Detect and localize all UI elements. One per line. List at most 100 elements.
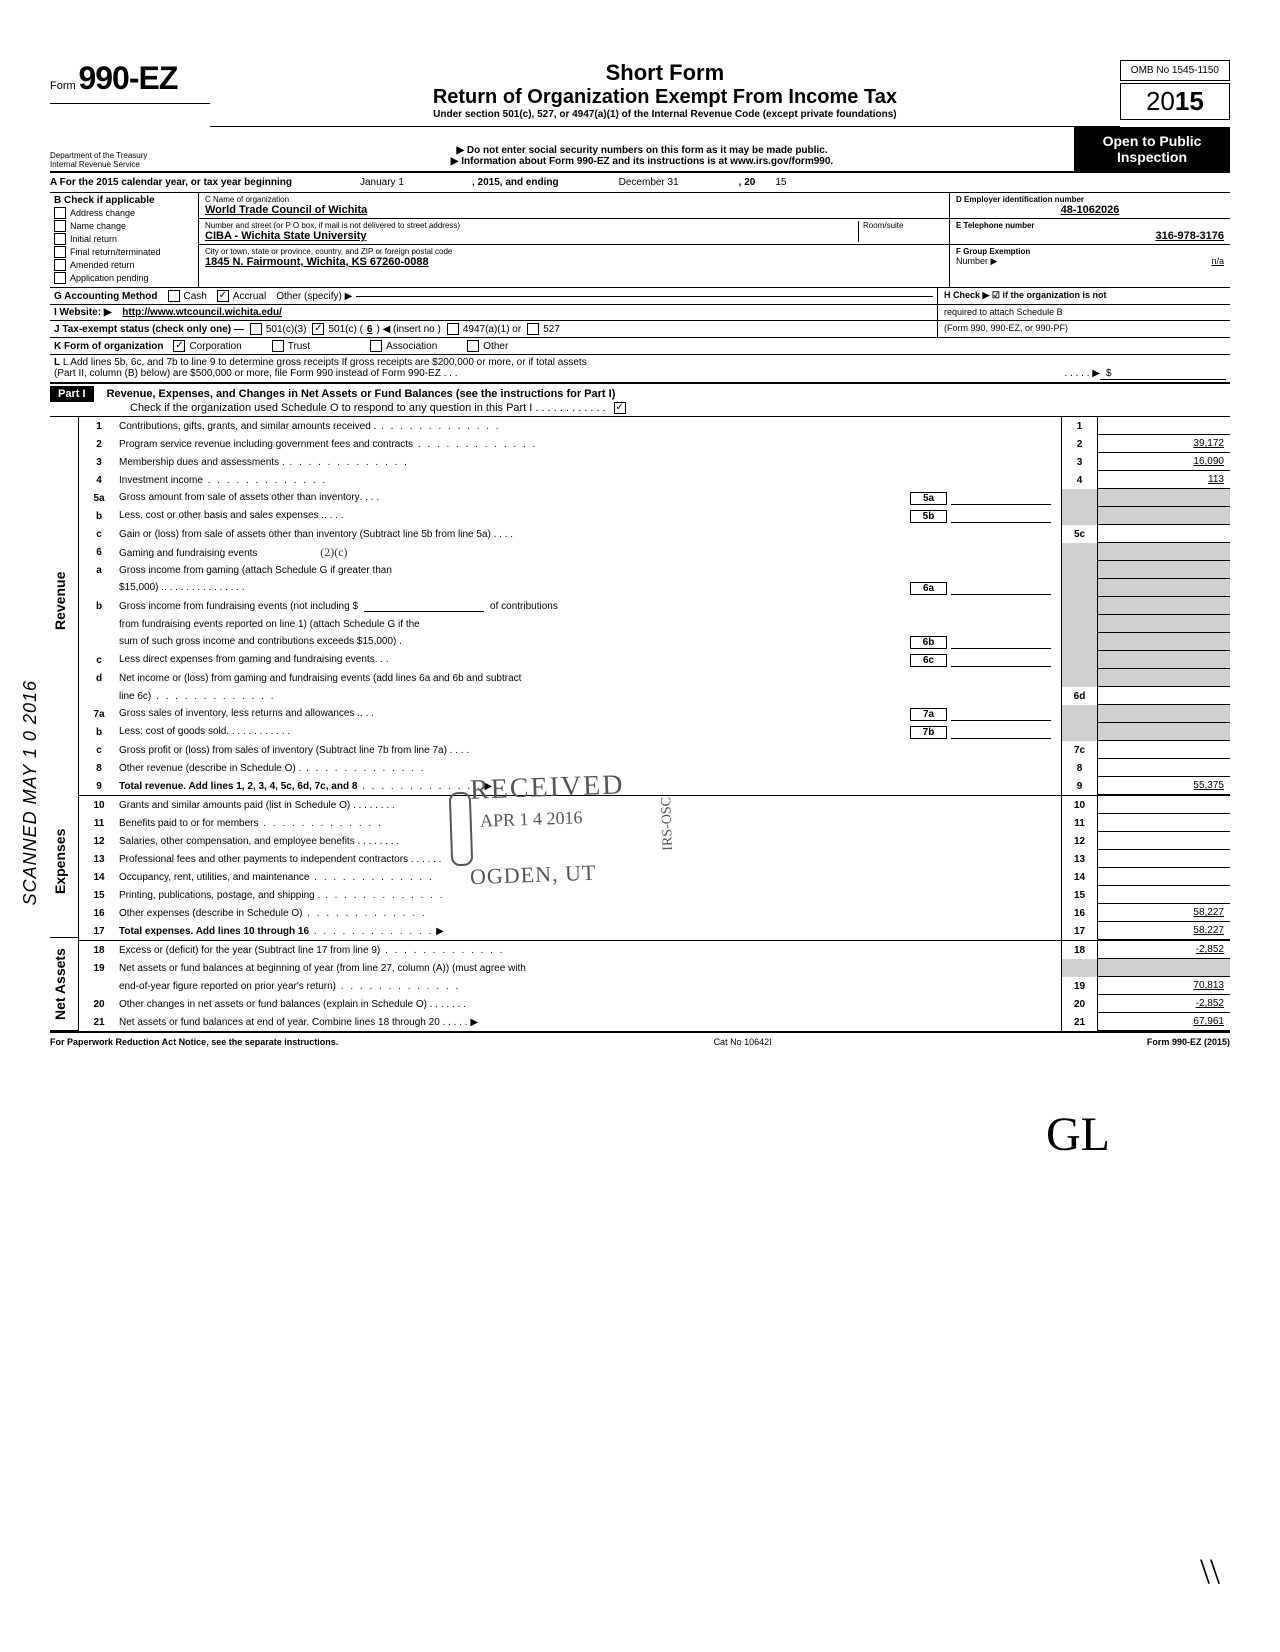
lines-col: 1Contributions, gifts, grants, and simil… <box>79 417 1230 1031</box>
col-c: C Name of organization World Trade Counc… <box>199 193 949 287</box>
line-12: 12Salaries, other compensation, and empl… <box>79 832 1230 850</box>
side-revenue: Revenue <box>50 417 78 785</box>
part1-title: Revenue, Expenses, and Changes in Net As… <box>107 388 616 400</box>
line-10: 10Grants and similar amounts paid (list … <box>79 796 1230 814</box>
chk-amended[interactable]: Amended return <box>54 259 194 271</box>
line-7a: 7aGross sales of inventory, less returns… <box>79 705 1230 723</box>
chk-address[interactable]: Address change <box>54 207 194 219</box>
line-16: 16Other expenses (describe in Schedule O… <box>79 904 1230 922</box>
h-text: H Check ▶ ☑ if the organization is not <box>944 290 1107 300</box>
expenses-section: 10Grants and similar amounts paid (list … <box>79 795 1230 940</box>
line-19b: end-of-year figure reported on prior yea… <box>79 977 1230 995</box>
chk-501c[interactable]: ✓ <box>312 323 324 335</box>
chk-trust[interactable] <box>272 340 284 352</box>
j-insert: ) ◀ (insert no ) <box>376 324 440 335</box>
line-21: 21Net assets or fund balances at end of … <box>79 1013 1230 1031</box>
l-text2: (Part II, column (B) below) are $500,000… <box>54 368 458 380</box>
amt-3: 16,090 <box>1098 453 1230 471</box>
line-7b: bLess: cost of goods sold . . . . . . . … <box>79 723 1230 741</box>
line-6d1: dNet income or (loss) from gaming and fu… <box>79 669 1230 687</box>
chk-other[interactable] <box>467 340 479 352</box>
line-13: 13Professional fees and other payments t… <box>79 850 1230 868</box>
omb-box: OMB No 1545-1150 <box>1120 60 1230 81</box>
cell-city: City or town, state or province, country… <box>199 245 949 270</box>
do-not-enter: ▶ Do not enter social security numbers o… <box>210 145 1074 156</box>
chk-accrual[interactable]: ✓ <box>217 290 229 302</box>
cell-phone: E Telephone number 316-978-3176 <box>950 219 1230 245</box>
footer-row: For Paperwork Reduction Act Notice, see … <box>50 1033 1230 1047</box>
chk-501c3[interactable] <box>250 323 262 335</box>
year-prefix: 20 <box>1146 86 1175 116</box>
chk-assoc[interactable] <box>370 340 382 352</box>
chk-name[interactable]: Name change <box>54 220 194 232</box>
chk-527[interactable] <box>527 323 539 335</box>
signature: GL <box>50 1047 1230 1162</box>
chk-corp[interactable]: ✓ <box>173 340 185 352</box>
cell-street: Number and street (or P O box, if mail i… <box>199 219 949 245</box>
stamp-oval <box>449 792 474 867</box>
line-6b2: from fundraising events reported on line… <box>79 615 1230 633</box>
title-block: Short Form Return of Organization Exempt… <box>210 60 1120 127</box>
dept-row: Department of the Treasury Internal Reve… <box>50 127 1230 173</box>
chk-initial[interactable]: Initial return <box>54 233 194 245</box>
j-num: 6 <box>363 324 377 335</box>
identity-block: B Check if applicable Address change Nam… <box>50 193 1230 288</box>
row-l: L L Add lines 5b, 6c, and 7b to line 9 t… <box>50 355 1230 383</box>
line-6b3: sum of such gross income and contributio… <box>79 633 1230 651</box>
line-a-end: December 31 <box>559 177 739 188</box>
j-label: J Tax-exempt status (check only one) — <box>54 324 244 335</box>
part1-header-row: Part I Revenue, Expenses, and Changes in… <box>50 383 1230 417</box>
line-5a: 5aGross amount from sale of assets other… <box>79 489 1230 507</box>
line-17: 17Total expenses. Add lines 10 through 1… <box>79 922 1230 940</box>
chk-4947[interactable] <box>447 323 459 335</box>
under-section: Under section 501(c), 527, or 4947(a)(1)… <box>210 109 1120 120</box>
irs-label: Internal Revenue Service <box>50 160 210 169</box>
line-6d2: line 6c) 6d <box>79 687 1230 705</box>
amt-20: -2,852 <box>1098 995 1230 1013</box>
amt-16: 58,227 <box>1098 904 1230 922</box>
line-1: 1Contributions, gifts, grants, and simil… <box>79 417 1230 435</box>
return-title: Return of Organization Exempt From Incom… <box>210 86 1120 109</box>
line-a-mid: , 2015, and ending <box>472 177 559 188</box>
chk-cash[interactable] <box>168 290 180 302</box>
form-header: Form 990-EZ Short Form Return of Organiz… <box>50 60 1230 127</box>
street-label: Number and street (or P O box, if mail i… <box>205 221 858 230</box>
row-j: J Tax-exempt status (check only one) — 5… <box>50 321 1230 338</box>
amt-19: 70,813 <box>1098 977 1230 995</box>
h-box2: required to attach Schedule B <box>937 305 1230 320</box>
chk-pending[interactable]: Application pending <box>54 272 194 284</box>
handwritten-note: (2)(c) <box>320 545 347 559</box>
main-table: Revenue Expenses Net Assets 1Contributio… <box>50 417 1230 1033</box>
line-2: 2Program service revenue including gover… <box>79 435 1230 453</box>
amt-4: 113 <box>1098 471 1230 489</box>
k-label: K Form of organization <box>54 341 163 352</box>
line-6b1: bGross income from fundraising events (n… <box>79 597 1230 615</box>
page-mark: \\ <box>1200 1550 1220 1592</box>
row-k: K Form of organization ✓Corporation Trus… <box>50 338 1230 355</box>
side-netassets: Net Assets <box>50 938 78 1031</box>
chk-final[interactable]: Final return/terminated <box>54 246 194 258</box>
col-de: D Employer identification number 48-1062… <box>949 193 1230 287</box>
line-6c: cLess direct expenses from gaming and fu… <box>79 651 1230 669</box>
line-6: 6Gaming and fundraising events (2)(c) <box>79 543 1230 561</box>
line-a-prefix: A For the 2015 calendar year, or tax yea… <box>50 177 292 188</box>
footer-right: Form 990-EZ (2015) <box>1147 1037 1230 1047</box>
line-15: 15Printing, publications, postage, and s… <box>79 886 1230 904</box>
line-6a2: $15,000) . . . . . . . . . . . . . . . .… <box>79 579 1230 597</box>
chk-schedule-o[interactable]: ✓ <box>614 402 626 414</box>
amt-21: 67,961 <box>1098 1013 1230 1031</box>
info-about: ▶ Information about Form 990-EZ and its … <box>210 156 1074 167</box>
city-label: City or town, state or province, country… <box>205 247 943 256</box>
city-value: 1845 N. Fairmount, Wichita, KS 67260-008… <box>205 256 943 268</box>
line-6a: aGross income from gaming (attach Schedu… <box>79 561 1230 579</box>
line-a-suffix: , 20 <box>739 177 756 188</box>
h-box3: (Form 990, 990-EZ, or 990-PF) <box>937 321 1230 337</box>
col-b: B Check if applicable Address change Nam… <box>50 193 199 287</box>
line-a-yr: 15 <box>755 177 806 188</box>
part1-check: Check if the organization used Schedule … <box>130 402 606 414</box>
footer-center: Cat No 10642I <box>714 1037 772 1047</box>
year-box: 2015 <box>1120 83 1230 120</box>
form-number: 990-EZ <box>78 60 177 96</box>
side-col: Revenue Expenses Net Assets <box>50 417 79 1031</box>
amt-17: 58,227 <box>1098 922 1230 940</box>
